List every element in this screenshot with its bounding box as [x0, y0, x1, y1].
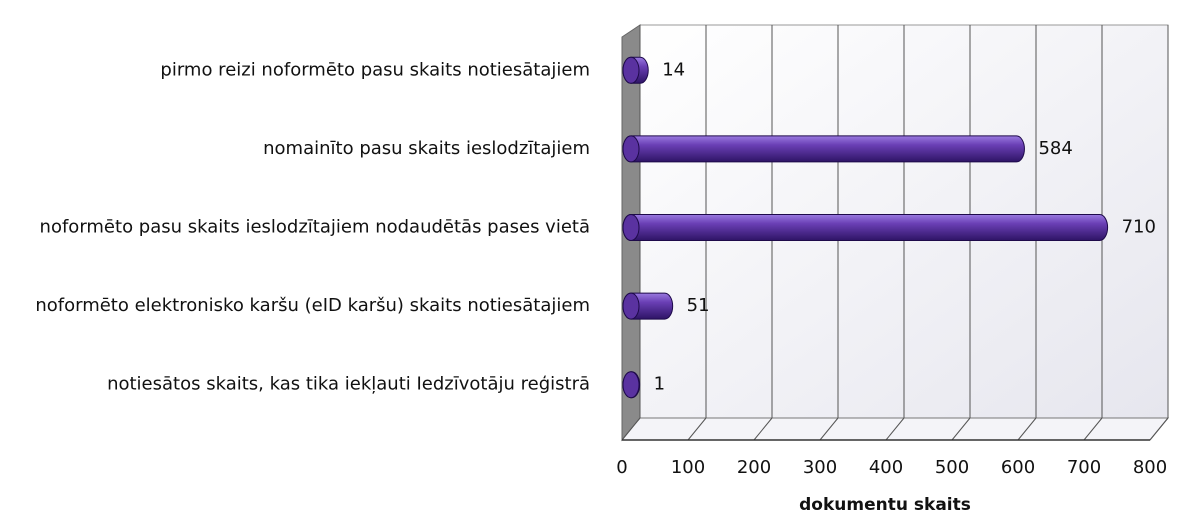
- y-tick-label: pirmo reizi noformēto pasu skaits noties…: [160, 59, 590, 80]
- data-label: 51: [687, 295, 710, 316]
- data-label: 584: [1038, 138, 1072, 159]
- y-tick-label: noformēto elektronisko karšu (eID karšu)…: [35, 295, 590, 316]
- floor-grid-line: [819, 417, 839, 441]
- bar: [622, 135, 1025, 163]
- bar: [622, 56, 649, 84]
- floor-grid-line: [1017, 417, 1037, 441]
- x-axis-title: dokumentu skaits: [799, 495, 971, 515]
- floor-grid-line: [885, 417, 905, 441]
- data-label: 14: [662, 59, 685, 80]
- bar-cap: [622, 371, 640, 399]
- x-tick-label: 600: [1001, 457, 1035, 478]
- bar: [622, 214, 1109, 241]
- x-tick-label: 700: [1067, 457, 1101, 478]
- x-tick-label: 500: [935, 457, 969, 478]
- bar-cap: [622, 56, 640, 84]
- bar: [622, 371, 641, 399]
- data-label: 710: [1122, 217, 1156, 238]
- bar-cap: [622, 214, 640, 241]
- floor-grid-line: [687, 417, 707, 441]
- x-tick-label: 200: [737, 457, 771, 478]
- x-tick-label: 100: [671, 457, 705, 478]
- y-tick-label: notiesātos skaits, kas tika iekļauti Ied…: [107, 374, 590, 395]
- data-label: 1: [654, 374, 665, 395]
- floor-grid-line: [753, 417, 773, 441]
- bar-body: [622, 214, 1109, 241]
- bar-cap: [622, 292, 640, 320]
- floor-grid-line: [951, 417, 971, 441]
- y-tick-label: nomainīto pasu skaits ieslodzītajiem: [263, 138, 590, 159]
- x-tick-label: 400: [869, 457, 903, 478]
- x-tick-label: 300: [803, 457, 837, 478]
- x-tick-label: 800: [1133, 457, 1167, 478]
- bar-cap: [622, 135, 640, 163]
- floor-grid-line: [1083, 417, 1103, 441]
- y-tick-label: noformēto pasu skaits ieslodzītajiem nod…: [40, 217, 590, 238]
- bar: [622, 292, 674, 320]
- bar-body: [622, 135, 1025, 163]
- x-tick-label: 0: [616, 457, 627, 478]
- floor-grid-line: [621, 417, 641, 441]
- floor-grid-line: [1149, 417, 1169, 441]
